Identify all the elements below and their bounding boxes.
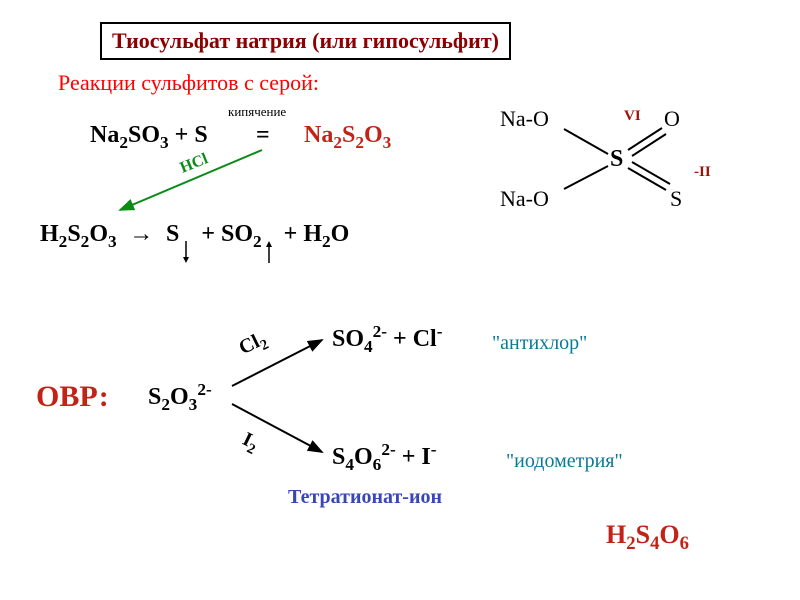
chemistry-slide: Тиосульфат натрия (или гипосульфит) Реак…: [0, 0, 800, 600]
ovr-top-product: SO42- + Cl-: [332, 322, 442, 357]
ovr-arrows: [0, 0, 800, 600]
iodometry-label: "иодометрия": [506, 450, 623, 473]
tetrathionic-acid: H2S4O6: [606, 520, 689, 555]
ovr-bottom-product: S4O62- + I-: [332, 440, 436, 475]
antichlorine-label: "антихлор": [492, 332, 587, 355]
tetrathionate-label: Тетратионат-ион: [288, 486, 442, 509]
